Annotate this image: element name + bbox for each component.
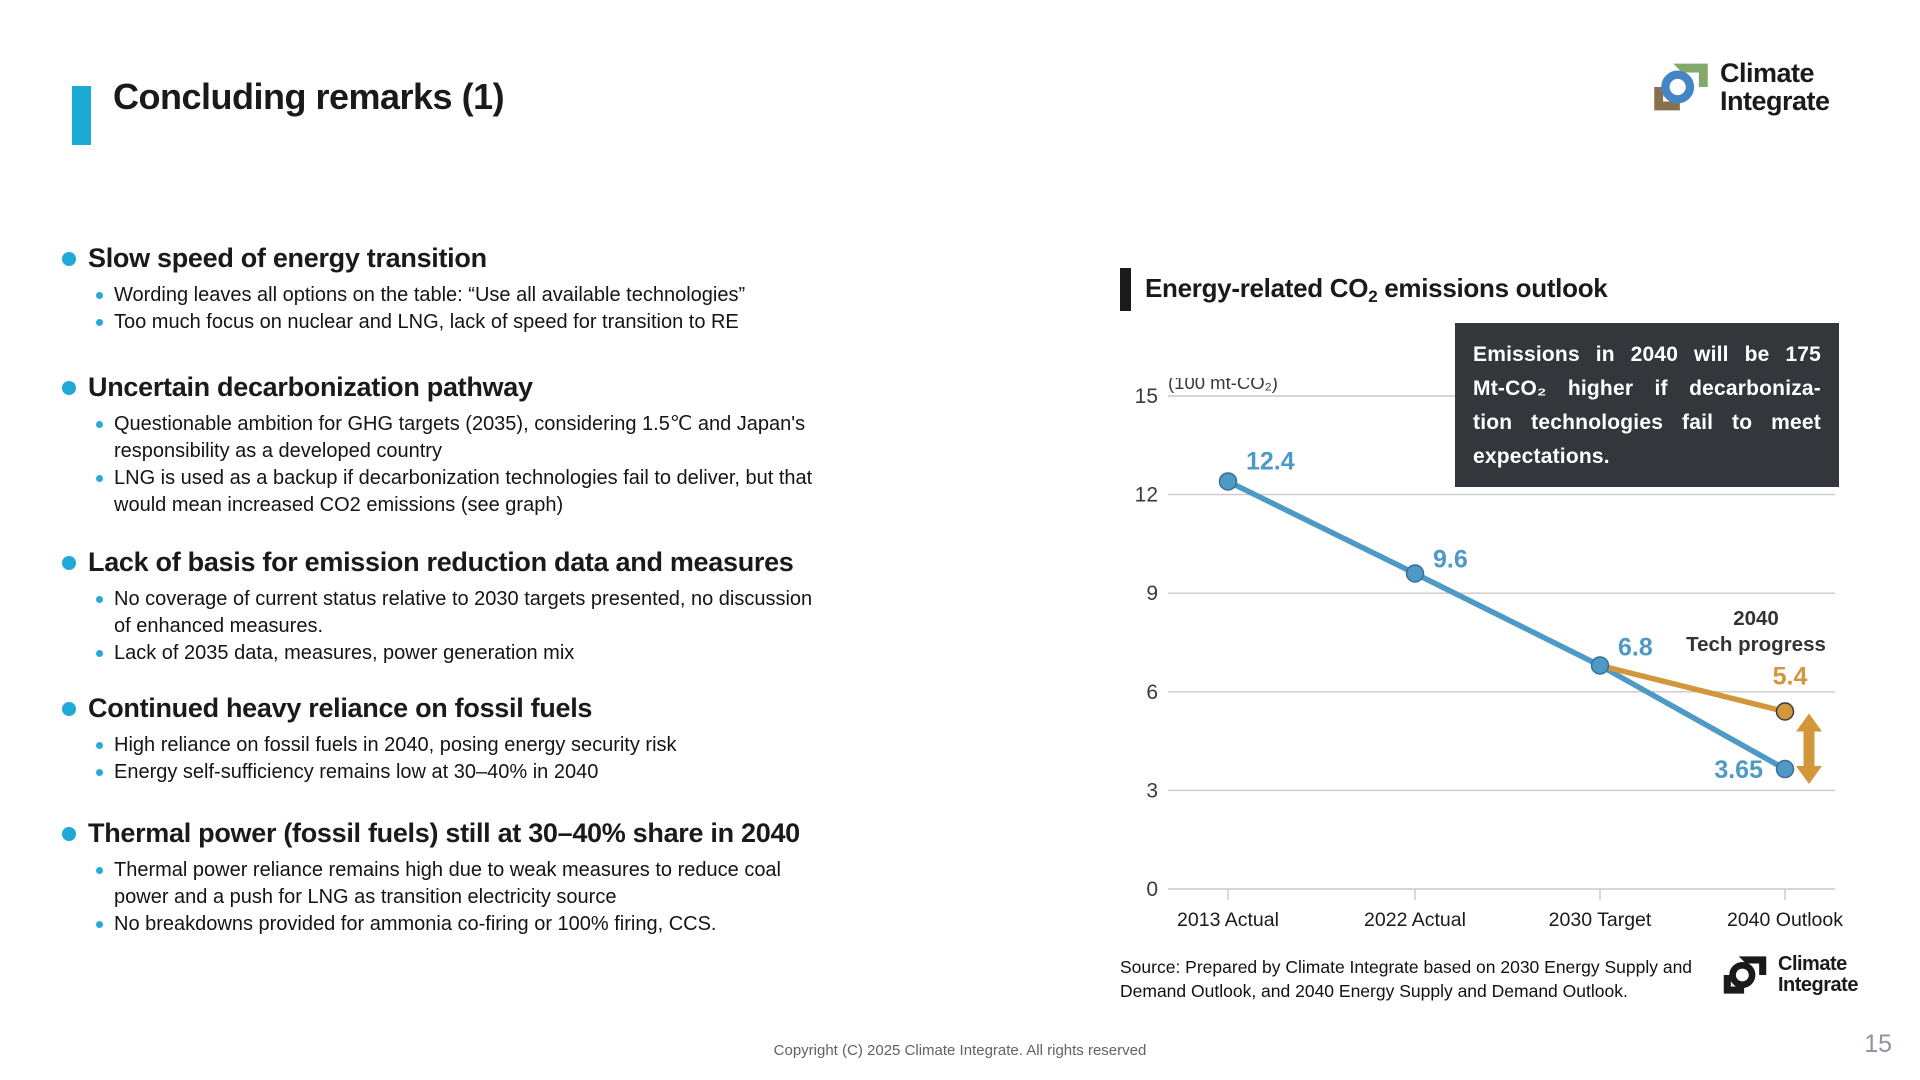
section-heading: Thermal power (fossil fuels) still at 30… [88,818,800,848]
x-category-label: 2040 Outlook [1727,909,1843,931]
emissions-line-chart: 0 3 6 9 12 15 (100 mt-CO₂) 2013 Actual 2022 Actu… [1135,378,1844,931]
data-point [1218,472,1238,491]
section-lack-of-basis: Lack of basis for emission reduction dat… [62,547,1012,667]
outlook-series-line [1226,478,1787,772]
chart-header-accent-bar [1120,268,1131,311]
section-decarbonization-pathway: Uncertain decarbonization pathway Questi… [62,372,1012,519]
bullet-icon [62,701,76,716]
bullet-icon [62,555,76,570]
chart-header: Energy-related CO2 emissions outlook [1120,268,1608,311]
bullet-item: Too much focus on nuclear and LNG, lack … [96,309,824,336]
climate-integrate-logo-mark [1654,63,1708,111]
y-tick-label: 0 [1146,878,1158,901]
logo-text: Climate Integrate [1778,953,1858,996]
bullet-icon [62,826,76,841]
data-point [1775,759,1795,779]
y-tick-label: 3 [1146,779,1158,802]
climate-integrate-logo-mark [1723,956,1767,994]
bullet-item: Wording leaves all options on the table:… [96,282,824,309]
bullet-icon [62,251,76,266]
callout-line: Emissions in 2040 will be 175 [1473,343,1821,366]
y-tick-label: 15 [1135,385,1158,408]
copyright-text: Copyright (C) 2025 Climate Integrate. Al… [773,1042,1147,1059]
gap-arrow-icon [1796,713,1822,785]
annotation-2040: 2040 [1733,607,1779,630]
x-category-label: 2022 Actual [1364,909,1466,931]
bullet-item: No breakdowns provided for ammonia co-fi… [96,911,824,938]
x-category-label: 2030 Target [1549,909,1652,931]
callout-line: Mt-CO₂ higher if decarboniza- [1473,377,1821,400]
y-tick-label: 6 [1146,681,1158,704]
annotation-tech-progress: Tech progress [1686,633,1826,656]
section-energy-transition: Slow speed of energy transition Wording … [62,243,1012,336]
data-point [1405,564,1425,583]
y-tick-label: 9 [1146,582,1158,605]
chart-title: Energy-related CO2 emissions outlook [1145,272,1608,306]
data-label: 12.4 [1246,447,1295,475]
climate-integrate-logo: Climate Integrate [1652,58,1830,116]
emissions-callout-box: Emissions in 2040 will be 175 Mt-CO₂ hig… [1455,323,1839,487]
y-tick-label: 12 [1135,484,1158,507]
section-heading: Lack of basis for emission reduction dat… [88,547,794,577]
data-label: 5.4 [1773,663,1808,691]
chart-source-note: Source: Prepared by Climate Integrate ba… [1120,957,1693,1002]
tech-progress-series-line [1599,662,1786,715]
data-point [1775,702,1795,721]
page-number: 15 [1864,1030,1892,1058]
y-axis-unit-label: (100 mt-CO₂) [1168,378,1278,393]
callout-line: expectations. [1473,445,1610,468]
data-label: 3.65 [1714,756,1763,784]
page-title: Concluding remarks (1) [113,76,505,117]
bullet-item: Lack of 2035 data, measures, power gener… [96,640,824,667]
bullet-item: Thermal power reliance remains high due … [96,857,824,911]
data-point [1590,656,1610,675]
bullet-item: Energy self-sufficiency remains low at 3… [96,759,824,786]
logo-text: Climate Integrate [1720,57,1830,116]
climate-integrate-logo-footer: Climate Integrate [1722,952,1858,998]
bullet-item: No coverage of current status relative t… [96,586,824,640]
x-category-label: 2013 Actual [1177,909,1279,931]
bullet-item: LNG is used as a backup if decarbonizati… [96,465,824,519]
section-fossil-fuel-reliance: Continued heavy reliance on fossil fuels… [62,693,1012,786]
bullet-icon [62,380,76,395]
title-accent-bar [72,86,91,145]
callout-line: tion technologies fail to meet [1473,411,1821,434]
bullet-item: Questionable ambition for GHG targets (2… [96,411,824,465]
bullet-item: High reliance on fossil fuels in 2040, p… [96,732,824,759]
section-heading: Slow speed of energy transition [88,243,487,273]
section-heading: Continued heavy reliance on fossil fuels [88,693,593,723]
data-label: 9.6 [1433,545,1468,573]
section-heading: Uncertain decarbonization pathway [88,372,533,402]
section-thermal-power: Thermal power (fossil fuels) still at 30… [62,818,1012,938]
data-label: 6.8 [1618,634,1653,662]
